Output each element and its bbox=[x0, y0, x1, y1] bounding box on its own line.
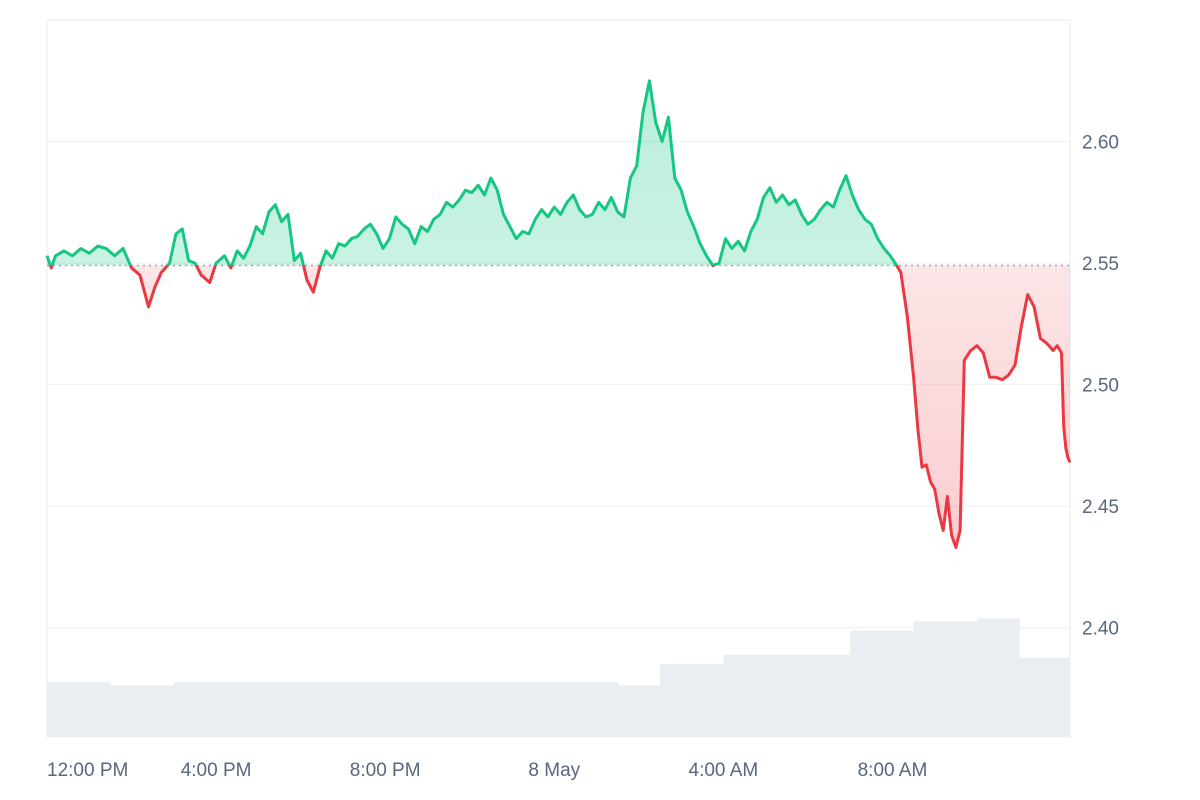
y-axis-ticks: 2.40 2.45 2.50 2.55 2.60 bbox=[1082, 133, 1119, 640]
volume-bar bbox=[850, 630, 915, 737]
volume-bar bbox=[173, 682, 238, 737]
y-tick-label: 2.45 bbox=[1082, 497, 1119, 518]
volume-layer bbox=[47, 618, 1071, 737]
x-tick-label: 8:00 PM bbox=[350, 760, 421, 781]
x-axis-ticks: 12:00 PM 4:00 PM 8:00 PM 8 May 4:00 AM 8:00 A… bbox=[47, 760, 927, 781]
price-line-up bbox=[45, 79, 899, 266]
volume-bar bbox=[977, 618, 1020, 737]
x-tick-label: 4:00 AM bbox=[689, 760, 759, 781]
price-line-down bbox=[48, 265, 1072, 549]
volume-bar bbox=[300, 682, 365, 737]
x-tick-label: 8 May bbox=[528, 760, 580, 781]
volume-bar bbox=[237, 682, 302, 737]
x-tick-label: 12:00 PM bbox=[47, 760, 128, 781]
volume-bar bbox=[554, 682, 619, 737]
volume-bar bbox=[659, 663, 724, 737]
y-tick-label: 2.60 bbox=[1082, 133, 1119, 154]
volume-bar bbox=[427, 682, 492, 737]
volume-bar bbox=[110, 685, 175, 737]
y-tick-label: 2.55 bbox=[1082, 254, 1119, 275]
x-tick-label: 8:00 AM bbox=[858, 760, 928, 781]
area-above-baseline bbox=[47, 80, 897, 266]
y-tick-label: 2.40 bbox=[1082, 619, 1119, 640]
area-below-baseline bbox=[47, 265, 1070, 548]
area-layer bbox=[47, 80, 1070, 548]
volume-bar bbox=[364, 682, 428, 737]
volume-bar bbox=[617, 685, 661, 737]
line-layer bbox=[45, 79, 1072, 549]
volume-bar bbox=[913, 621, 978, 737]
volume-bar bbox=[723, 654, 788, 737]
volume-bar bbox=[786, 654, 851, 737]
y-tick-label: 2.50 bbox=[1082, 376, 1119, 397]
volume-bar bbox=[47, 682, 111, 737]
volume-bar bbox=[490, 682, 555, 737]
x-tick-label: 4:00 PM bbox=[181, 760, 252, 781]
volume-bar bbox=[1019, 657, 1071, 737]
